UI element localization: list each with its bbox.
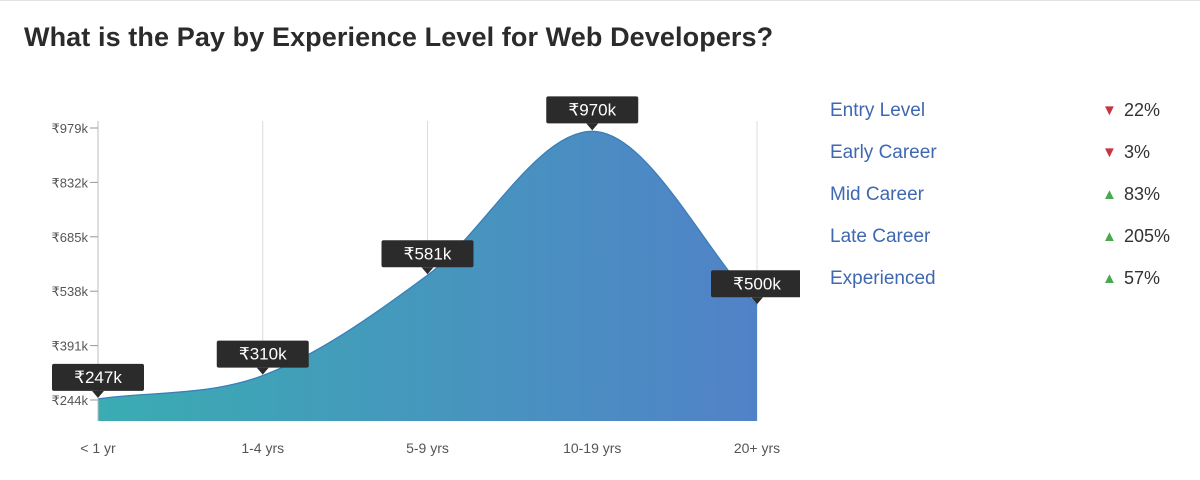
legend-label: Mid Career <box>830 184 924 205</box>
legend-item-mid-career: Mid Career ▲ 83% <box>830 180 1190 222</box>
value-callout-box <box>381 240 474 268</box>
value-label: ₹970k <box>568 100 616 119</box>
x-tick-label: < 1 yr <box>80 440 116 456</box>
legend-item-entry-level: Entry Level ▼ 22% <box>830 96 1190 138</box>
legend-label: Entry Level <box>830 100 926 121</box>
value-callout: ₹970k <box>546 96 639 131</box>
value-callout-pointer <box>92 390 104 398</box>
value-callout: ₹247k <box>52 363 144 398</box>
x-tick-label: 20+ yrs <box>734 440 780 456</box>
value-callout-box <box>546 96 639 124</box>
top-divider <box>0 0 1200 1</box>
legend-change: 22% <box>1124 100 1161 120</box>
x-tick-label: 10-19 yrs <box>563 440 621 456</box>
legend-change: 205% <box>1124 226 1171 246</box>
pay-area <box>98 131 757 421</box>
value-callout-pointer <box>751 297 763 305</box>
legend: Entry Level ▼ 22% Early Career ▼ 3% Mid … <box>830 96 1190 306</box>
arrow-up-icon: ▲ <box>1102 270 1117 287</box>
legend-item-late-career: Late Career ▲ 205% <box>830 222 1190 264</box>
value-callout-box <box>52 363 144 391</box>
y-tick-label: ₹244k <box>52 393 89 408</box>
value-callout-pointer <box>421 267 434 275</box>
legend-change: 3% <box>1124 142 1151 162</box>
y-tick-label: ₹832k <box>52 175 89 190</box>
y-tick-label: ₹685k <box>52 230 89 245</box>
arrow-up-icon: ▲ <box>1102 228 1117 245</box>
value-callout: ₹500k <box>711 270 800 305</box>
legend-item-experienced: Experienced ▲ 57% <box>830 264 1190 306</box>
legend-label: Early Career <box>830 142 937 163</box>
y-tick-label: ₹979k <box>52 121 89 136</box>
value-label: ₹500k <box>733 274 781 293</box>
y-tick-label: ₹391k <box>52 339 89 354</box>
legend-item-early-career: Early Career ▼ 3% <box>830 138 1190 180</box>
value-label: ₹310k <box>239 345 287 364</box>
arrow-up-icon: ▲ <box>1102 186 1117 203</box>
value-callout: ₹310k <box>216 340 309 375</box>
legend-label: Late Career <box>830 226 931 247</box>
value-callout: ₹581k <box>381 240 474 275</box>
value-label: ₹247k <box>74 368 122 387</box>
pay-by-experience-chart: ₹244k ₹391k ₹538k ₹685k ₹832k ₹979k < 1 yr 1-4 … <box>52 96 800 456</box>
legend-label: Experienced <box>830 268 936 289</box>
value-callout-pointer <box>586 123 599 131</box>
x-tick-label: 5-9 yrs <box>406 440 449 456</box>
page-title: What is the Pay by Experience Level for … <box>24 22 774 52</box>
arrow-down-icon: ▼ <box>1102 144 1117 161</box>
x-tick-label: 1-4 yrs <box>241 440 284 456</box>
legend-change: 57% <box>1124 268 1161 288</box>
y-tick-label: ₹538k <box>52 284 89 299</box>
legend-change: 83% <box>1124 184 1161 204</box>
arrow-down-icon: ▼ <box>1102 102 1117 119</box>
value-callout-pointer <box>256 367 269 375</box>
value-label: ₹581k <box>404 244 452 263</box>
value-callout-box <box>711 270 800 298</box>
value-callout-box <box>216 340 309 368</box>
